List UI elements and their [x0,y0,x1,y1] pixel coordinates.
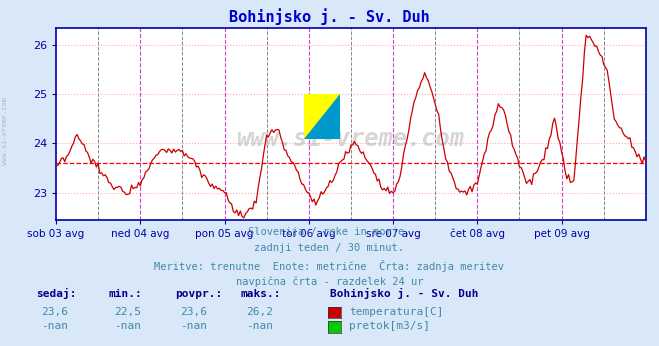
Text: 23,6: 23,6 [180,307,207,317]
Text: povpr.:: povpr.: [175,289,222,299]
Text: Slovenija / reke in morje.: Slovenija / reke in morje. [248,227,411,237]
Text: maks.:: maks.: [241,289,281,299]
Text: -nan: -nan [246,321,273,331]
Text: www.si-vreme.com: www.si-vreme.com [237,127,465,151]
Text: www.si-vreme.com: www.si-vreme.com [2,98,9,165]
Text: pretok[m3/s]: pretok[m3/s] [349,321,430,331]
Text: sedaj:: sedaj: [36,288,76,299]
Text: -nan: -nan [114,321,141,331]
Text: Meritve: trenutne  Enote: metrične  Črta: zadnja meritev: Meritve: trenutne Enote: metrične Črta: … [154,260,505,272]
Text: 23,6: 23,6 [42,307,69,317]
Text: min.:: min.: [109,289,142,299]
Text: Bohinjsko j. - Sv. Duh: Bohinjsko j. - Sv. Duh [330,288,478,299]
Text: 26,2: 26,2 [246,307,273,317]
Text: -nan: -nan [180,321,207,331]
Text: temperatura[C]: temperatura[C] [349,307,444,317]
Text: -nan: -nan [42,321,69,331]
Text: zadnji teden / 30 minut.: zadnji teden / 30 minut. [254,243,405,253]
Text: Bohinjsko j. - Sv. Duh: Bohinjsko j. - Sv. Duh [229,9,430,26]
Text: 22,5: 22,5 [114,307,141,317]
Polygon shape [304,94,340,139]
Polygon shape [304,94,340,139]
Text: navpična črta - razdelek 24 ur: navpična črta - razdelek 24 ur [236,276,423,287]
